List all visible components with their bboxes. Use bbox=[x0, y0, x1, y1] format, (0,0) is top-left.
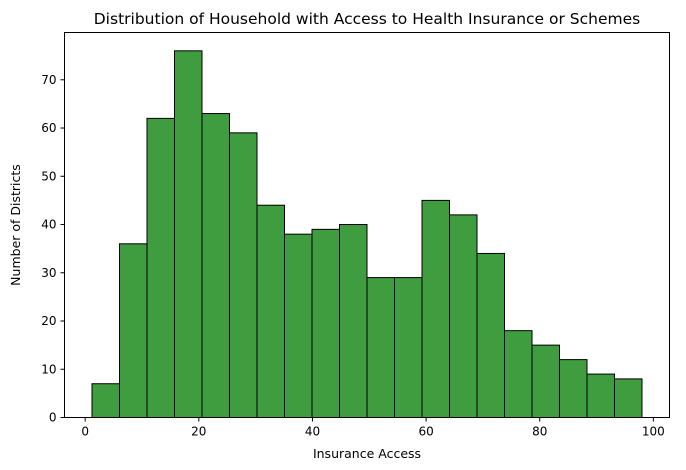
x-axis-label: Insurance Access bbox=[313, 446, 421, 461]
histogram-bar bbox=[146, 117, 175, 418]
y-tick-label: 30 bbox=[41, 266, 56, 280]
x-tick-label: 80 bbox=[532, 425, 547, 439]
histogram-bar bbox=[421, 199, 450, 418]
histogram-bar bbox=[586, 373, 615, 418]
histogram-bar bbox=[174, 50, 203, 418]
histogram-bar bbox=[311, 228, 340, 418]
histogram-bar bbox=[504, 330, 533, 418]
histogram-bar bbox=[91, 383, 120, 418]
y-axis-label: Number of Districts bbox=[8, 164, 23, 286]
histogram-bar bbox=[201, 113, 230, 418]
x-axis-ticks: 0 20 40 60 80 100 bbox=[81, 417, 665, 439]
histogram-bar bbox=[449, 214, 478, 418]
chart-title: Distribution of Household with Access to… bbox=[94, 10, 640, 28]
y-tick-label: 10 bbox=[41, 362, 56, 376]
y-axis-ticks: 0 10 20 30 40 50 60 70 bbox=[41, 73, 65, 425]
x-tick-label: 60 bbox=[418, 425, 433, 439]
histogram-bar bbox=[339, 224, 368, 418]
histogram-bar bbox=[614, 378, 643, 418]
x-tick-label: 40 bbox=[305, 425, 320, 439]
y-tick-label: 60 bbox=[41, 121, 56, 135]
histogram-bar bbox=[119, 243, 148, 418]
y-tick-label: 0 bbox=[49, 411, 57, 425]
x-tick-label: 20 bbox=[191, 425, 206, 439]
y-tick-label: 50 bbox=[41, 169, 56, 183]
plot-frame bbox=[64, 32, 670, 418]
histogram-bar bbox=[394, 277, 423, 418]
y-tick-label: 70 bbox=[41, 73, 56, 87]
histogram-bar bbox=[559, 359, 588, 418]
histogram-bar bbox=[476, 252, 505, 418]
y-tick-label: 40 bbox=[41, 218, 56, 232]
y-tick-label: 20 bbox=[41, 314, 56, 328]
bars-group bbox=[91, 50, 643, 419]
histogram-bar bbox=[256, 204, 285, 418]
histogram-bar bbox=[366, 277, 395, 418]
histogram-bar bbox=[284, 233, 313, 418]
histogram-bar bbox=[531, 344, 560, 419]
histogram-bar bbox=[229, 132, 258, 418]
x-tick-label: 0 bbox=[81, 425, 89, 439]
x-tick-label: 100 bbox=[642, 425, 665, 439]
